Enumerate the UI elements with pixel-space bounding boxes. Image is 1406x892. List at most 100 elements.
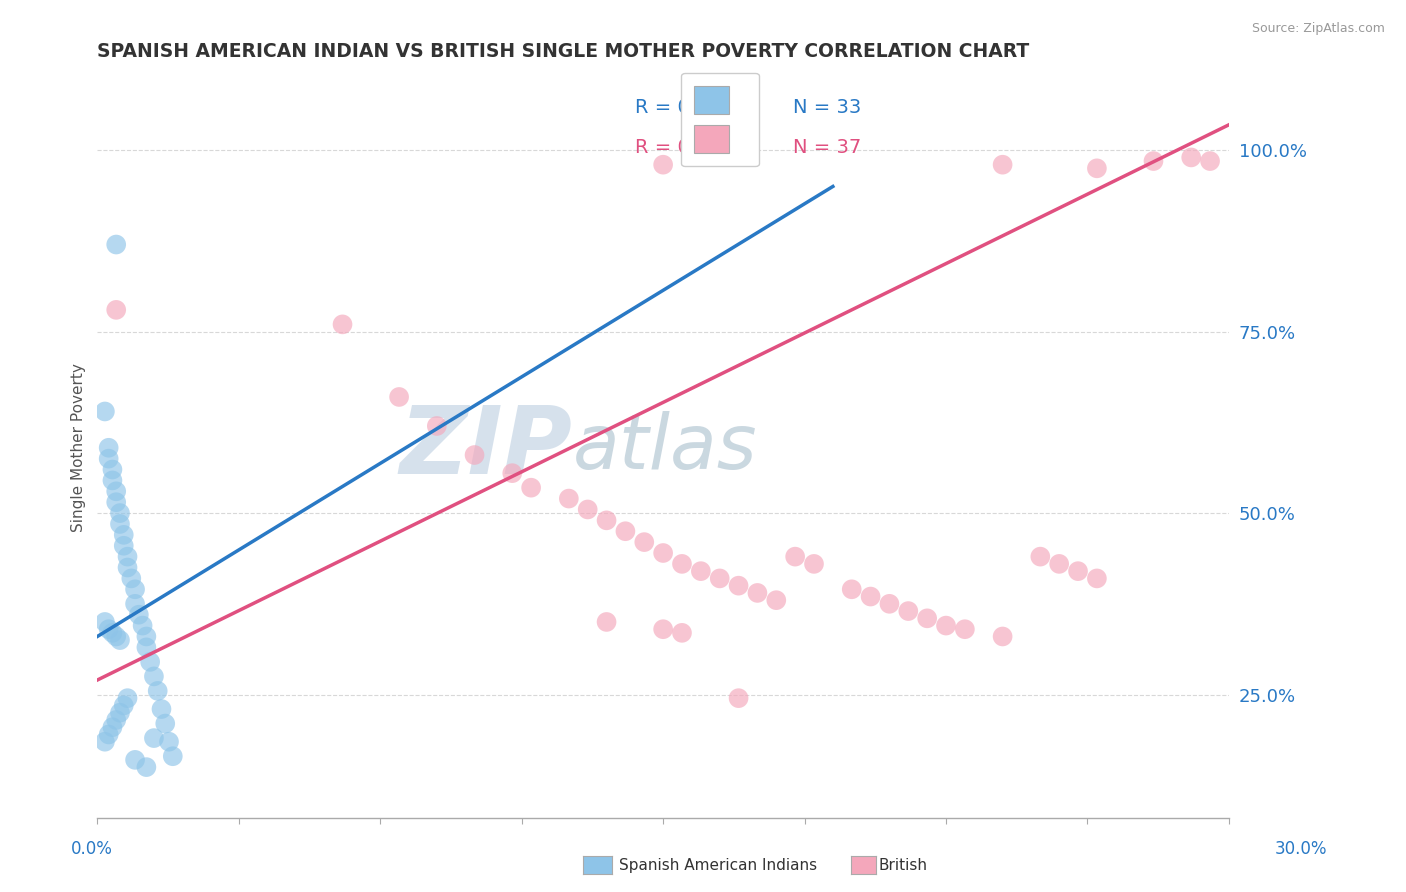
Point — [135, 760, 157, 774]
Point — [150, 702, 173, 716]
Point — [112, 698, 135, 713]
Point — [101, 625, 124, 640]
Point — [915, 611, 938, 625]
Point — [117, 549, 139, 564]
Point — [1085, 161, 1108, 176]
Point — [520, 481, 543, 495]
Point — [108, 706, 131, 720]
Y-axis label: Single Mother Poverty: Single Mother Poverty — [72, 363, 86, 533]
Point — [105, 302, 128, 317]
Point — [576, 502, 599, 516]
Point — [162, 749, 184, 764]
Point — [652, 622, 675, 636]
Point — [727, 691, 749, 706]
Point — [1047, 557, 1070, 571]
Point — [94, 735, 117, 749]
Point — [935, 618, 957, 632]
Text: 30.0%: 30.0% — [1274, 840, 1327, 858]
Point — [689, 564, 711, 578]
Point — [146, 684, 169, 698]
Point — [859, 590, 882, 604]
Point — [652, 158, 675, 172]
Point — [727, 579, 749, 593]
Text: N = 37: N = 37 — [793, 138, 862, 157]
Point — [671, 557, 693, 571]
Legend:  ,  : , — [681, 72, 759, 167]
Text: Spanish American Indians: Spanish American Indians — [619, 858, 817, 872]
Point — [112, 528, 135, 542]
Point — [1067, 564, 1090, 578]
Point — [1199, 154, 1222, 169]
Point — [879, 597, 901, 611]
Point — [897, 604, 920, 618]
Text: R = 0.432: R = 0.432 — [636, 98, 733, 117]
Text: R = 0.623: R = 0.623 — [636, 138, 733, 157]
Point — [105, 484, 128, 499]
Point — [595, 513, 617, 527]
Point — [671, 625, 693, 640]
Point — [139, 655, 162, 669]
Point — [94, 615, 117, 629]
Point — [117, 560, 139, 574]
Point — [464, 448, 486, 462]
Point — [614, 524, 637, 539]
Text: ZIP: ZIP — [399, 401, 572, 494]
Point — [991, 630, 1014, 644]
Point — [108, 516, 131, 531]
Point — [97, 441, 120, 455]
Point — [1180, 150, 1202, 164]
Text: British: British — [879, 858, 928, 872]
Point — [501, 466, 523, 480]
Point — [803, 557, 825, 571]
Point — [1029, 549, 1052, 564]
Point — [97, 451, 120, 466]
Point — [135, 630, 157, 644]
Point — [953, 622, 976, 636]
Point — [117, 691, 139, 706]
Point — [652, 546, 675, 560]
Point — [633, 535, 655, 549]
Point — [155, 716, 177, 731]
Point — [332, 318, 354, 332]
Point — [1085, 571, 1108, 585]
Point — [97, 622, 120, 636]
Point — [101, 462, 124, 476]
Point — [105, 713, 128, 727]
Point — [94, 404, 117, 418]
Point — [157, 735, 180, 749]
Point — [105, 237, 128, 252]
Point — [1142, 154, 1164, 169]
Point — [142, 731, 165, 745]
Point — [135, 640, 157, 655]
Point — [558, 491, 581, 506]
Point — [120, 571, 142, 585]
Text: SPANISH AMERICAN INDIAN VS BRITISH SINGLE MOTHER POVERTY CORRELATION CHART: SPANISH AMERICAN INDIAN VS BRITISH SINGL… — [97, 42, 1029, 61]
Point — [124, 753, 146, 767]
Point — [142, 669, 165, 683]
Point — [128, 607, 150, 622]
Point — [105, 495, 128, 509]
Text: 0.0%: 0.0% — [70, 840, 112, 858]
Text: atlas: atlas — [572, 410, 756, 484]
Point — [97, 727, 120, 741]
Point — [124, 597, 146, 611]
Point — [765, 593, 787, 607]
Point — [101, 720, 124, 734]
Point — [131, 618, 153, 632]
Point — [112, 539, 135, 553]
Point — [709, 571, 731, 585]
Point — [124, 582, 146, 597]
Point — [388, 390, 411, 404]
Point — [595, 615, 617, 629]
Point — [785, 549, 807, 564]
Point — [108, 633, 131, 648]
Text: Source: ZipAtlas.com: Source: ZipAtlas.com — [1251, 22, 1385, 36]
Point — [747, 586, 769, 600]
Point — [991, 158, 1014, 172]
Text: N = 33: N = 33 — [793, 98, 862, 117]
Point — [841, 582, 863, 597]
Point — [105, 630, 128, 644]
Point — [108, 506, 131, 520]
Point — [426, 419, 449, 434]
Point — [101, 474, 124, 488]
